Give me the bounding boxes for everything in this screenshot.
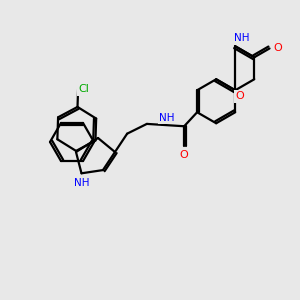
Text: Cl: Cl	[79, 84, 89, 94]
Text: O: O	[236, 91, 244, 101]
Text: O: O	[273, 44, 282, 53]
Text: NH: NH	[74, 178, 89, 188]
Text: NH: NH	[235, 33, 250, 43]
Text: O: O	[180, 150, 189, 160]
Text: NH: NH	[160, 113, 175, 123]
